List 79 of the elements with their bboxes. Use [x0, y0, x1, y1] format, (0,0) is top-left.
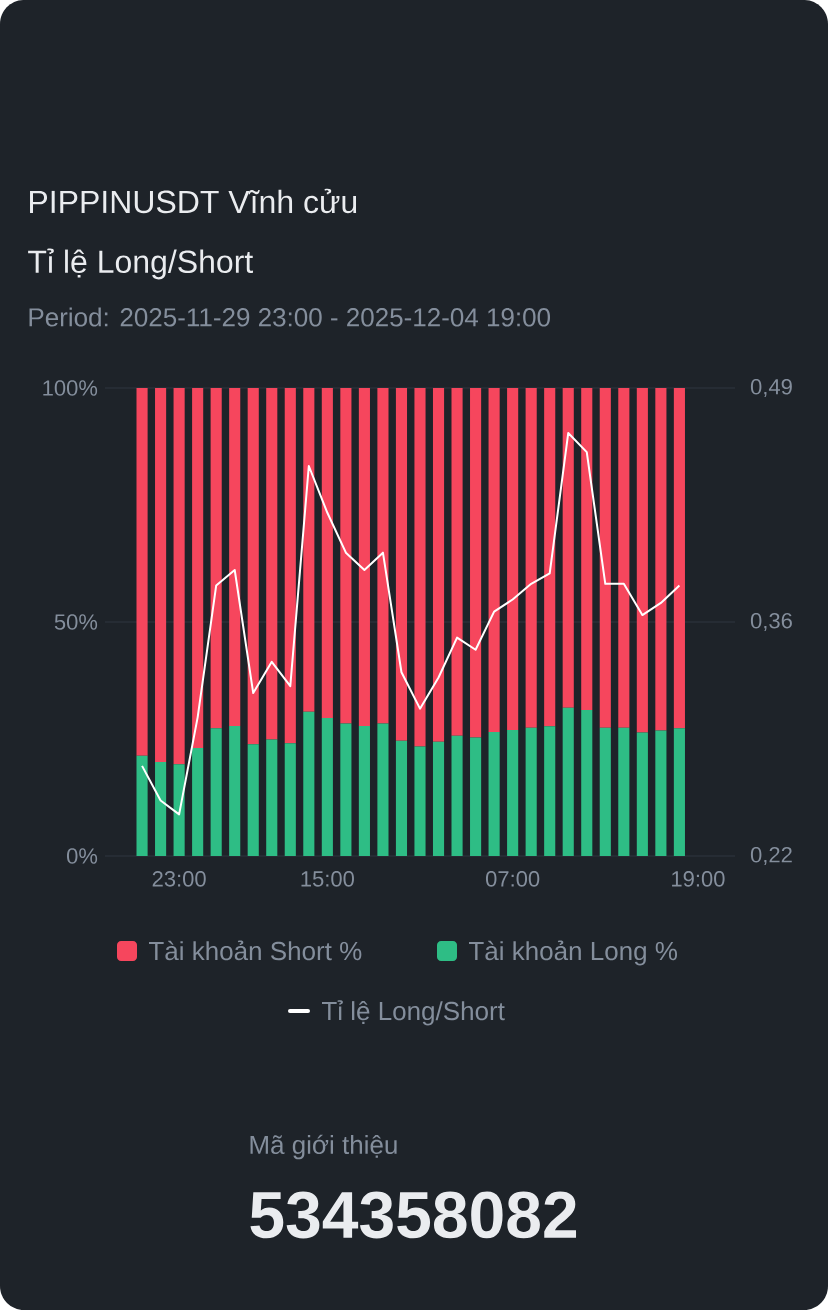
bar — [636, 387, 648, 733]
bar — [655, 387, 667, 731]
text: Mã giới thiệu — [250, 1134, 397, 1160]
x-tick-label: 07:00 — [485, 871, 540, 887]
bar — [377, 387, 389, 724]
y2-tick-label: 0,22 — [750, 846, 792, 866]
bar — [192, 747, 204, 856]
bar — [507, 730, 519, 856]
bar — [136, 755, 148, 856]
chart-subtitle: Tỉ lệ Long/Short — [28, 248, 254, 280]
text: 534358082 — [250, 1191, 577, 1239]
bar — [210, 387, 222, 729]
bar — [525, 727, 537, 856]
legend-label: Tài khoản Long % — [469, 940, 678, 966]
x-tick-label: 19:00 — [672, 871, 725, 887]
y2-tick-label: 0,49 — [750, 378, 792, 398]
bar — [266, 739, 278, 856]
bar — [229, 387, 241, 726]
bar — [358, 725, 370, 856]
bar — [284, 743, 296, 856]
bar — [618, 727, 630, 856]
bar — [321, 717, 333, 856]
bar — [303, 711, 315, 856]
bar — [155, 761, 167, 856]
bar — [581, 387, 593, 710]
bar — [507, 387, 519, 731]
bar — [432, 741, 445, 856]
bar — [544, 726, 556, 856]
bar — [395, 387, 408, 741]
bar — [599, 727, 611, 856]
bar — [284, 387, 296, 744]
bar — [673, 728, 685, 856]
bar — [358, 387, 370, 726]
bar — [210, 728, 222, 856]
bar — [636, 732, 648, 856]
legend-label: Tỉ lệ Long/Short — [322, 1000, 505, 1026]
bar — [303, 387, 315, 712]
bar — [229, 725, 241, 856]
bar — [155, 387, 167, 762]
bar — [488, 387, 500, 732]
bar — [562, 387, 574, 708]
bar — [173, 387, 185, 765]
line-series — [141, 432, 681, 816]
bar — [470, 387, 482, 738]
bar — [266, 387, 278, 740]
bar — [599, 387, 611, 728]
bar — [581, 709, 593, 856]
bar — [340, 387, 352, 724]
bar — [432, 387, 445, 742]
bar — [525, 387, 537, 728]
bar — [544, 387, 556, 727]
bar — [321, 387, 333, 718]
chart-title: PIPPINUSDT Vĩnh cửu — [30, 188, 357, 214]
legend-label: Tài khoản Short % — [149, 940, 362, 961]
bar — [247, 744, 259, 856]
x-tick-label: 15:00 — [301, 871, 354, 887]
y2-tick-label: 0,36 — [750, 612, 792, 632]
y-tick-label: 50% — [54, 614, 98, 630]
bar — [395, 740, 408, 856]
bar — [414, 387, 426, 747]
bar — [340, 723, 352, 856]
x-tick-label: 23:00 — [152, 871, 206, 887]
text: Period: 2025-11-29 23:00 - 2025-12-04 19:00 — [29, 307, 551, 327]
y-tick-label: 100% — [43, 380, 98, 396]
bar — [673, 387, 685, 729]
bar — [655, 730, 667, 856]
bar — [414, 746, 426, 856]
bar — [488, 731, 500, 856]
bar — [562, 707, 574, 856]
bar — [136, 387, 148, 756]
bar — [470, 737, 482, 856]
bar — [377, 723, 389, 856]
bar — [618, 387, 630, 728]
bar — [451, 387, 463, 736]
bar — [192, 387, 204, 748]
bar — [247, 387, 259, 745]
y-tick-label: 0% — [66, 848, 98, 864]
bar — [173, 764, 185, 856]
bar — [451, 735, 463, 856]
